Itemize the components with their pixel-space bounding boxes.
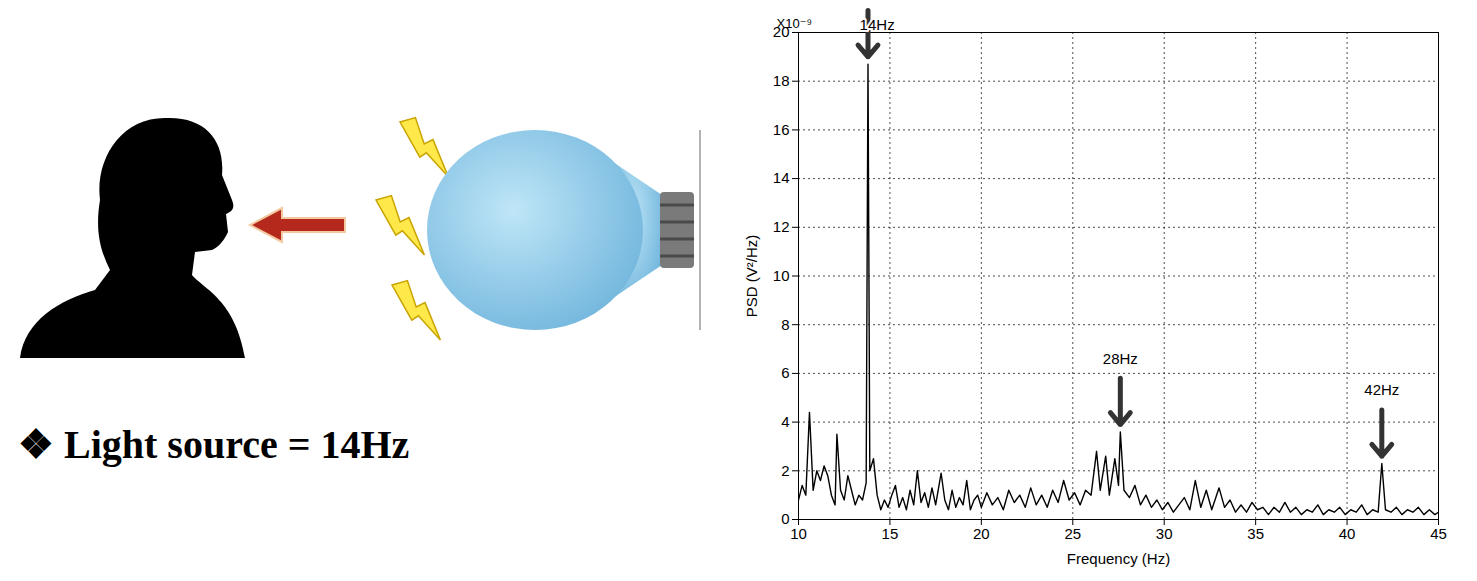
svg-text:16: 16 — [773, 121, 790, 138]
svg-text:28Hz: 28Hz — [1103, 350, 1138, 367]
svg-text:15: 15 — [882, 525, 899, 542]
svg-text:18: 18 — [773, 72, 790, 89]
svg-text:35: 35 — [1247, 525, 1264, 542]
svg-text:20: 20 — [772, 23, 790, 41]
svg-text:45: 45 — [1430, 525, 1447, 542]
svg-text:PSD (V²/Hz): PSD (V²/Hz) — [743, 235, 760, 318]
svg-text:14: 14 — [773, 169, 790, 186]
svg-text:6: 6 — [781, 364, 789, 381]
svg-text:10: 10 — [773, 267, 790, 284]
svg-text:0: 0 — [781, 510, 789, 527]
svg-text:❖ Light source = 14Hz: ❖ Light source = 14Hz — [18, 422, 409, 467]
svg-text:40: 40 — [1339, 525, 1356, 542]
svg-text:14Hz: 14Hz — [860, 16, 895, 33]
svg-text:8: 8 — [781, 316, 789, 333]
svg-text:2: 2 — [781, 462, 789, 479]
svg-text:10: 10 — [790, 525, 807, 542]
svg-text:X10⁻⁹: X10⁻⁹ — [777, 16, 813, 31]
svg-text:Frequency (Hz): Frequency (Hz) — [1067, 550, 1170, 567]
svg-text:25: 25 — [1064, 525, 1081, 542]
svg-text:20: 20 — [973, 525, 990, 542]
svg-text:30: 30 — [1156, 525, 1173, 542]
svg-text:42Hz: 42Hz — [1364, 381, 1399, 398]
svg-text:4: 4 — [781, 413, 789, 430]
svg-text:12: 12 — [773, 218, 790, 235]
